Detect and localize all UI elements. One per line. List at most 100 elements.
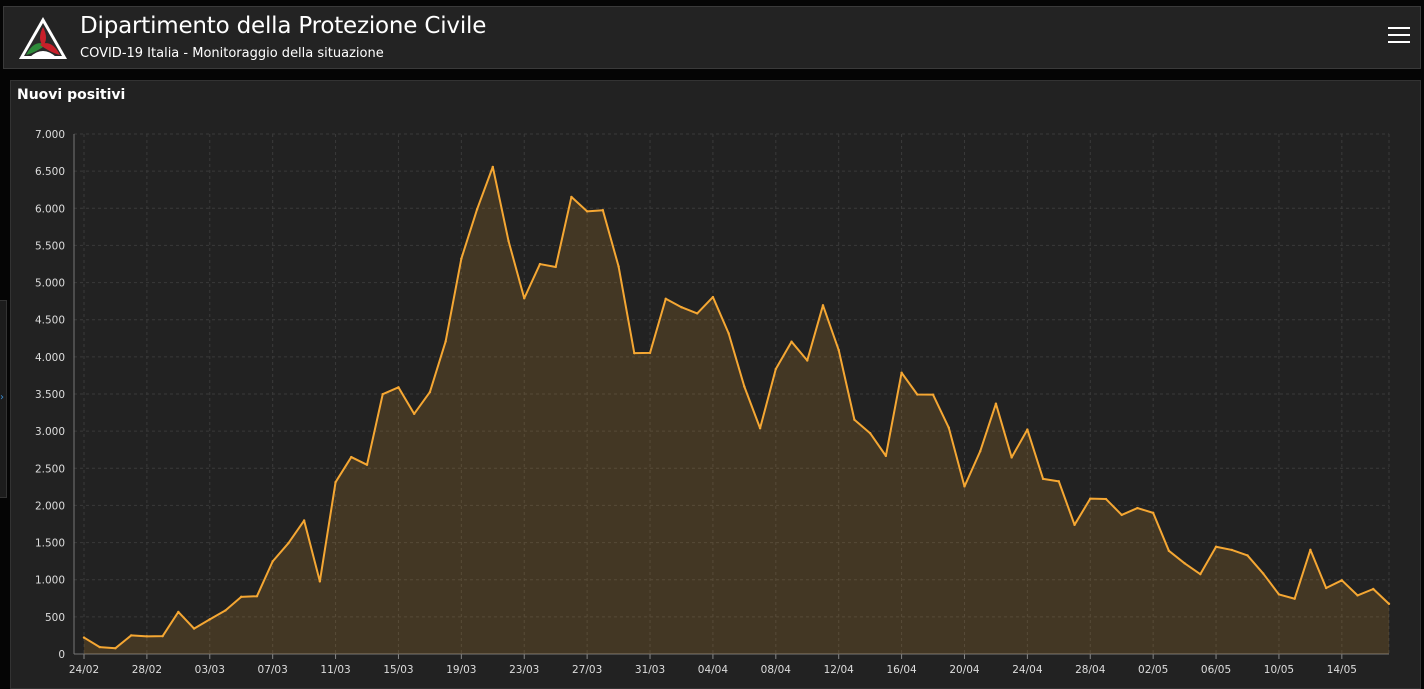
- menu-bar: [1388, 27, 1410, 29]
- y-tick-label: 3.000: [35, 426, 65, 438]
- hamburger-menu-icon[interactable]: [1388, 27, 1410, 47]
- data-point: [240, 595, 243, 599]
- x-tick-label: 04/04: [698, 664, 729, 676]
- data-point: [1120, 513, 1123, 517]
- data-point: [444, 340, 447, 343]
- data-point: [664, 297, 667, 300]
- data-point: [177, 610, 180, 614]
- app-header: Dipartimento della Protezione Civile COV…: [3, 6, 1421, 69]
- data-point: [98, 645, 101, 649]
- data-point: [145, 635, 149, 638]
- data-point: [617, 265, 620, 268]
- data-point: [1324, 586, 1328, 590]
- data-point: [334, 480, 337, 484]
- y-tick-label: 5.000: [35, 278, 65, 290]
- data-point: [350, 455, 353, 459]
- data-point: [412, 412, 416, 416]
- y-tick-label: 1.500: [35, 538, 65, 550]
- data-point: [806, 359, 809, 362]
- x-tick-label: 27/03: [572, 664, 602, 676]
- data-point: [947, 426, 950, 429]
- series-line: [83, 165, 1390, 650]
- data-point: [302, 519, 306, 522]
- data-point: [1136, 506, 1139, 510]
- data-point: [884, 454, 888, 458]
- data-point: [853, 418, 856, 421]
- data-point: [1089, 497, 1092, 500]
- y-tick-label: 2.000: [35, 500, 65, 512]
- data-point: [381, 393, 384, 396]
- side-panel-toggle[interactable]: ›: [0, 300, 7, 498]
- data-point: [774, 367, 778, 371]
- data-point: [727, 332, 730, 335]
- data-point: [1073, 523, 1076, 527]
- data-point: [161, 634, 164, 638]
- data-point: [224, 609, 227, 612]
- data-point: [916, 393, 919, 396]
- y-tick-label: 7.000: [35, 129, 65, 141]
- x-tick-label: 28/04: [1075, 664, 1106, 676]
- x-tick-label: 15/03: [383, 664, 413, 676]
- y-axis: 0 500 1.000 1.500 2.000 2.500 3.000 3.500 4.000 4…: [35, 129, 75, 661]
- y-tick-label: 6.000: [35, 203, 65, 215]
- data-point: [460, 257, 463, 260]
- data-point: [129, 634, 133, 637]
- menu-bar: [1388, 41, 1410, 43]
- data-point: [428, 390, 432, 394]
- data-point: [979, 450, 982, 453]
- data-point: [1010, 456, 1013, 459]
- data-point: [680, 306, 683, 309]
- y-tick-label: 4.500: [35, 315, 65, 327]
- data-point: [821, 304, 825, 307]
- app-title: Dipartimento della Protezione Civile: [80, 13, 487, 39]
- x-tick-label: 28/02: [132, 664, 162, 676]
- data-point: [868, 432, 872, 435]
- data-point: [1356, 594, 1359, 597]
- data-point: [711, 295, 715, 299]
- data-point: [1214, 545, 1218, 548]
- x-tick-label: 07/03: [258, 664, 288, 676]
- data-point: [114, 647, 117, 650]
- data-point: [507, 239, 510, 243]
- data-point: [570, 195, 573, 199]
- x-axis: 24/02 28/02 03/03 07/03 11/03 15/03 19/03 23/03…: [69, 653, 1389, 676]
- data-point: [1041, 477, 1045, 481]
- protezione-civile-logo: [19, 17, 67, 59]
- series-area: [84, 166, 1389, 654]
- data-point: [633, 351, 636, 355]
- x-tick-label: 24/04: [1012, 664, 1043, 676]
- y-tick-label: 4.000: [35, 352, 65, 364]
- data-point: [1026, 428, 1029, 431]
- y-tick-label: 1.000: [35, 575, 65, 587]
- data-point: [271, 560, 274, 563]
- x-tick-label: 12/04: [824, 664, 855, 676]
- data-point: [790, 340, 793, 343]
- data-point: [554, 265, 557, 269]
- data-point: [743, 385, 746, 388]
- y-tick-label: 2.500: [35, 463, 65, 475]
- data-point: [1183, 562, 1186, 565]
- data-point: [1293, 597, 1296, 600]
- x-tick-label: 16/04: [886, 664, 917, 676]
- data-point: [397, 386, 400, 389]
- data-point: [1277, 593, 1281, 596]
- data-point: [1230, 548, 1233, 552]
- data-point: [365, 463, 369, 466]
- nuovi-positivi-chart: 0 500 1.000 1.500 2.000 2.500 3.000 3.500 4.000 4…: [35, 129, 1391, 676]
- data-point: [1262, 572, 1265, 575]
- x-tick-label: 23/03: [509, 664, 539, 676]
- y-tick-label: 0: [58, 649, 65, 661]
- data-point: [585, 210, 589, 213]
- x-tick-label: 31/03: [635, 664, 665, 676]
- data-point: [538, 262, 542, 266]
- data-point: [837, 348, 840, 352]
- x-tick-label: 14/05: [1327, 664, 1357, 676]
- y-tick-label: 500: [45, 612, 65, 624]
- data-point: [994, 402, 998, 405]
- chart-panel: Nuovi positivi 0 500 1.000 1.500 2.000 2.500 3…: [10, 80, 1421, 689]
- data-point: [82, 636, 86, 639]
- data-point: [1340, 579, 1344, 582]
- data-point: [1309, 548, 1312, 552]
- data-point: [1167, 549, 1171, 553]
- data-point: [475, 208, 479, 211]
